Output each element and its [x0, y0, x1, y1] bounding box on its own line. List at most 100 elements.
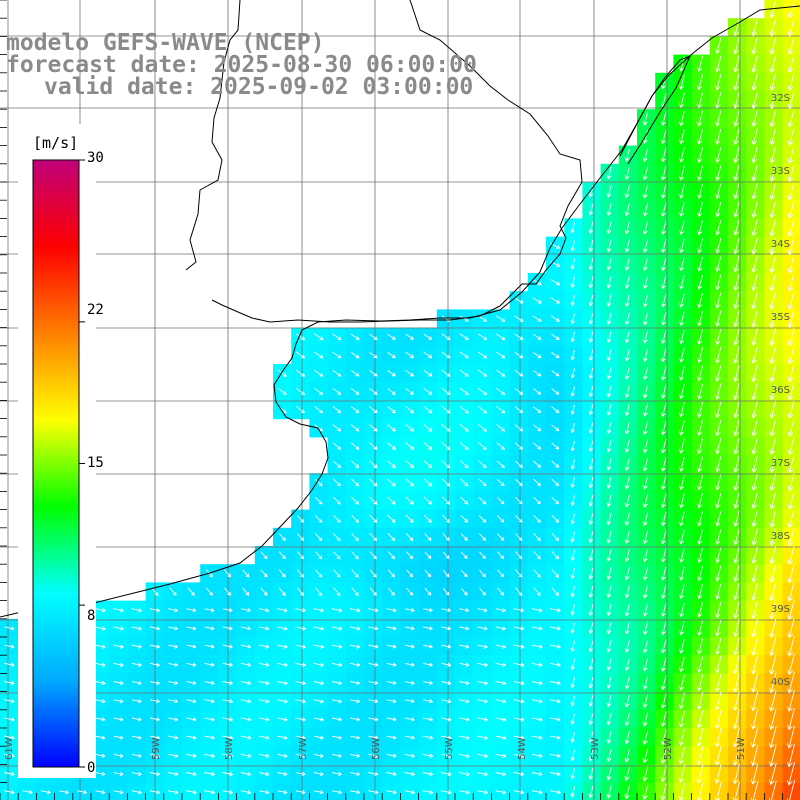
wind-arrow	[787, 36, 795, 56]
wind-arrow	[660, 348, 667, 363]
wind-arrow	[588, 658, 594, 671]
wind-arrow	[478, 442, 487, 450]
wind-arrow	[678, 456, 685, 473]
wind-arrow	[478, 569, 486, 578]
wind-arrow	[642, 512, 649, 527]
wind-arrow	[459, 699, 470, 704]
wind-arrow	[551, 496, 560, 505]
wind-arrow	[769, 437, 777, 456]
wind-arrow	[477, 680, 489, 686]
wind-arrow	[787, 473, 795, 492]
wind-arrow	[313, 662, 325, 667]
wind-arrow	[787, 73, 795, 92]
wind-arrow	[715, 73, 722, 91]
wind-arrow	[696, 746, 704, 766]
wind-arrow	[624, 349, 630, 362]
wind-arrow	[3, 735, 16, 740]
wind-arrow	[733, 601, 740, 619]
wind-arrow	[733, 456, 740, 473]
wind-arrow	[697, 293, 703, 309]
wind-arrow	[697, 620, 704, 637]
wind-arrow	[531, 680, 543, 686]
lat-label: 34S	[771, 239, 790, 250]
wind-arrow	[314, 424, 323, 432]
wind-arrow	[350, 424, 360, 432]
wind-arrow	[496, 478, 505, 487]
wind-arrow	[533, 478, 541, 487]
wind-cell	[54, 782, 74, 800]
wind-arrow	[787, 218, 795, 238]
wind-arrow	[588, 476, 594, 489]
wind-arrow	[642, 766, 649, 782]
lon-label: 61W	[4, 737, 15, 760]
wind-cell	[291, 782, 310, 800]
wind-arrow	[624, 567, 630, 581]
wind-cell	[782, 782, 800, 800]
wind-arrow	[440, 717, 452, 722]
wind-arrow	[624, 730, 630, 745]
wind-arrow	[423, 405, 433, 414]
wind-arrow	[423, 626, 434, 631]
wind-arrow	[95, 680, 106, 686]
wind-arrow	[95, 753, 106, 758]
wind-arrow	[606, 203, 612, 217]
wind-arrow	[733, 565, 740, 583]
wind-arrow	[697, 147, 704, 163]
wind-arrow	[167, 790, 179, 795]
wind-arrow	[751, 564, 758, 583]
wind-arrow	[715, 492, 722, 509]
wind-arrow	[769, 255, 777, 274]
wind-arrow	[733, 165, 740, 182]
wind-arrow	[222, 644, 234, 649]
wind-arrow	[369, 587, 377, 596]
wind-arrow	[642, 548, 649, 563]
wind-arrow	[22, 790, 33, 795]
wind-arrow	[769, 382, 777, 401]
wind-arrow	[513, 680, 525, 686]
wind-arrow	[532, 369, 542, 377]
wind-arrow	[351, 514, 359, 523]
wind-arrow	[495, 699, 507, 704]
wind-arrow	[733, 346, 740, 364]
wind-arrow	[570, 386, 575, 397]
wind-arrow	[624, 276, 630, 289]
wind-arrow	[422, 680, 434, 686]
wind-arrow	[642, 221, 649, 235]
wind-arrow	[441, 369, 451, 377]
wind-arrow	[570, 768, 576, 780]
wind-arrow	[258, 699, 270, 704]
wind-arrow	[259, 790, 270, 795]
wind-arrow	[131, 644, 143, 649]
wind-arrow	[441, 680, 452, 686]
wind-arrow	[277, 387, 287, 395]
wind-arrow	[588, 749, 594, 762]
wind-arrow	[697, 602, 703, 618]
wind-arrow	[405, 369, 415, 377]
wind-arrow	[495, 662, 507, 667]
wind-arrow	[715, 346, 722, 364]
wind-arrow	[332, 460, 342, 468]
wind-arrow	[296, 406, 305, 414]
wind-arrow	[787, 636, 795, 657]
wind-arrow	[661, 312, 667, 326]
wind-cell	[109, 782, 128, 800]
wind-arrow	[660, 765, 667, 783]
wind-arrow	[131, 771, 143, 777]
wind-arrow	[497, 551, 505, 560]
wind-arrow	[787, 708, 795, 731]
wind-arrow	[77, 790, 88, 795]
wind-arrow	[679, 238, 685, 254]
wind-arrow	[295, 717, 307, 722]
wind-arrow	[514, 333, 524, 340]
wind-arrow	[570, 240, 576, 252]
wind-cell	[418, 782, 438, 800]
wind-arrow	[131, 699, 142, 704]
wind-arrow	[423, 423, 433, 432]
wind-arrow	[624, 676, 630, 690]
wind-arrow	[459, 644, 470, 649]
wind-arrow	[222, 699, 234, 704]
wind-arrow	[733, 146, 740, 164]
wind-arrow	[661, 275, 667, 290]
wind-arrow	[369, 569, 377, 578]
wind-arrow	[442, 514, 450, 523]
